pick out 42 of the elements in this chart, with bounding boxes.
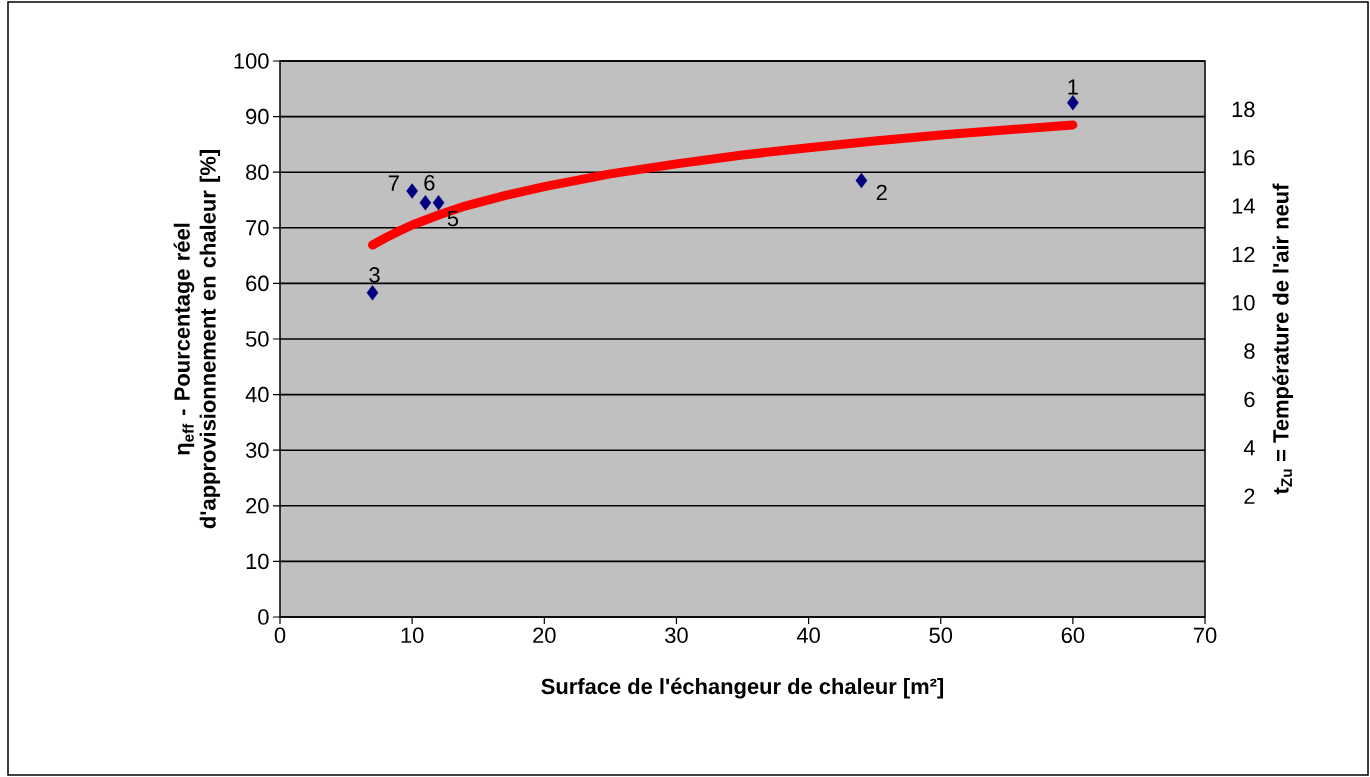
annotation: 5 <box>447 210 459 227</box>
y2-tick-label: 2 <box>1244 488 1255 504</box>
annotation: 1 <box>1068 79 1078 95</box>
annotation: 3 <box>369 267 380 283</box>
y2-tick-label: 18 <box>1232 101 1255 118</box>
y-tick-label: 20 <box>246 498 269 514</box>
x-tick-label: 20 <box>533 627 556 644</box>
point <box>419 195 432 211</box>
x-tick-label: 40 <box>796 627 820 644</box>
y2-tick-label: 14 <box>1232 198 1255 214</box>
annotation: 6 <box>424 175 435 191</box>
y-tick-label: 10 <box>246 553 269 570</box>
point <box>432 195 445 211</box>
x-tick-label: 60 <box>1061 627 1085 644</box>
x-tick-label: 0 <box>274 627 286 644</box>
y2-axis-title: t$_{Zu}$ = Température de l'air neuf <box>1272 183 1293 495</box>
y-tick-label: 50 <box>245 331 269 347</box>
y-tick-label: 0 <box>258 609 269 625</box>
x-tick-label: 50 <box>929 627 953 644</box>
y2-tick-label: 8 <box>1244 343 1255 359</box>
y2-tick-label: 4 <box>1243 440 1255 456</box>
point <box>1067 94 1079 111</box>
x-tick-label: 30 <box>665 627 688 644</box>
x-tick-label: 10 <box>401 627 424 644</box>
point <box>406 183 418 199</box>
y-tick-label: 70 <box>246 220 269 236</box>
y-tick-label: 90 <box>246 108 269 125</box>
x-tick-label: 70 <box>1193 627 1217 644</box>
y-tick-label: 30 <box>245 442 269 458</box>
x-axis-title: Surface de l'échangeur de chaleur [m²] <box>541 677 944 699</box>
y2-tick-label: 10 <box>1232 294 1255 311</box>
annotation: 2 <box>876 184 887 201</box>
y2-tick-label: 16 <box>1232 149 1255 166</box>
annotation: 7 <box>388 175 399 191</box>
y-tick-label: 40 <box>245 386 269 403</box>
point <box>855 172 868 189</box>
y-tick-label: 60 <box>246 275 269 292</box>
y2-tick-label: 6 <box>1244 391 1255 408</box>
point <box>366 285 379 301</box>
y-tick-label: 100 <box>234 53 269 69</box>
y-tick-label: 80 <box>246 164 269 180</box>
y2-tick-label: 12 <box>1232 246 1255 263</box>
